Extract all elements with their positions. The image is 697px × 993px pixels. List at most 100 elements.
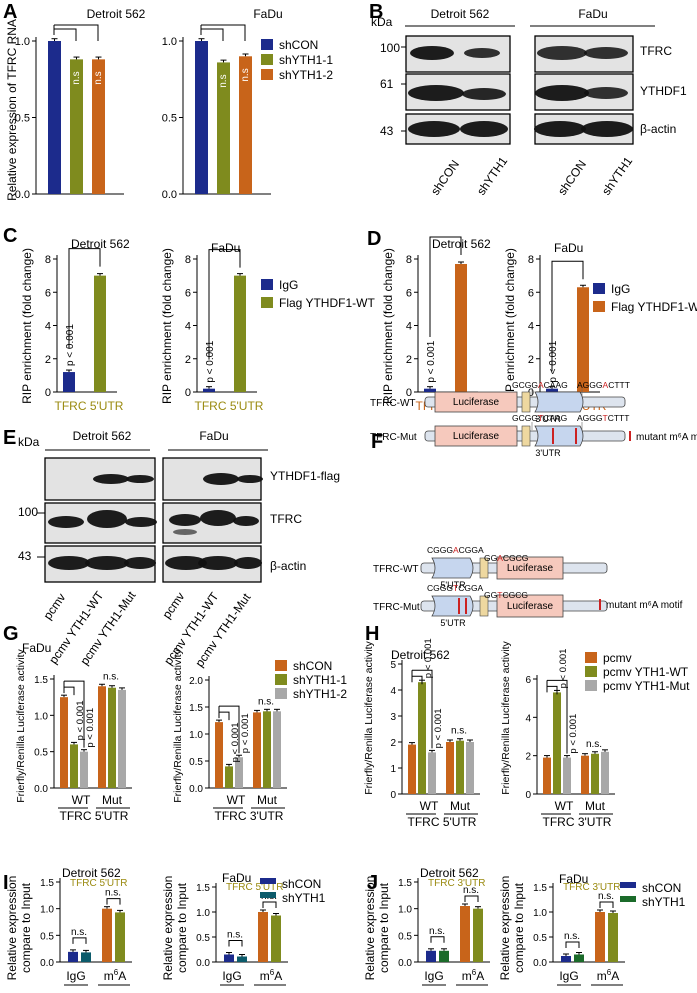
bar-G-3utr-wt-0	[215, 722, 223, 788]
panel-label-g: G	[3, 623, 19, 645]
lane-label-e-3: pcmv	[160, 590, 188, 622]
ns-label-a: n.s	[93, 71, 104, 84]
y-tick-label: 1.0	[15, 36, 30, 48]
y-tick-label: 6	[45, 287, 51, 299]
y-tick-label: 2	[45, 354, 51, 366]
pvalue-D-detroit: p < 0.001	[426, 340, 437, 382]
y-tick-label: 0.5	[398, 931, 412, 942]
bar-a-1	[70, 59, 83, 194]
y-tick-label: 1.5	[40, 878, 54, 889]
pvalue-G-3utr-1: p < 0.001	[230, 723, 241, 763]
bracket-J-detroit-m6a	[464, 895, 479, 902]
bar-J-fadu-m6a-1	[608, 913, 618, 962]
bar-I-detroit-m6a-0	[102, 908, 112, 962]
ns-label-I-fadu-igg: n.s.	[227, 930, 243, 941]
pvalue-C-detroit: p < 0.001	[65, 324, 76, 366]
utr-marker	[479, 557, 489, 579]
blot-e-flag-detroit-band-0	[93, 474, 129, 484]
seq-top-wt-2: AGGGACTTT	[577, 380, 630, 390]
bar-H-3utr-wt-0	[543, 757, 551, 794]
footer-G-3utr: TFRC 3'UTR	[215, 809, 284, 823]
bracket-I-detroit-igg	[72, 937, 87, 944]
lane-label-b-2: shCON	[555, 157, 589, 197]
blot-e-tfrc-fadu-band-3	[173, 529, 197, 535]
y-tick-label: 0.0	[162, 189, 177, 201]
bar-G-5utr-wt-2	[80, 751, 88, 788]
bar-a-0	[48, 41, 61, 194]
legend-g-swatch-1	[275, 674, 287, 685]
legend-rip-c-swatch-1	[261, 297, 273, 308]
panel-label-a: A	[3, 1, 18, 23]
ylabel-J-detroit-1: Relative expression	[363, 876, 377, 981]
bar-G-5utr-mut-1	[108, 687, 116, 788]
legend-h-swatch-1	[585, 666, 597, 677]
y-tick-label: 1.5	[398, 878, 412, 889]
blot-b-ythdf1-fadu-band-1	[584, 87, 628, 99]
bracket-J-fadu-igg	[565, 941, 580, 948]
bar-G-3utr-wt-2	[235, 757, 243, 788]
panel-label-f: F	[371, 431, 384, 453]
bracket-I-fadu-igg	[228, 940, 243, 947]
bracket-G-3utr-1	[218, 711, 230, 721]
lane-label-b-1: shYTH1	[474, 154, 511, 198]
bar-H-5utr-wt-0	[408, 744, 416, 794]
panel-label-c: C	[3, 225, 18, 247]
bar-H-3utr-wt-1	[553, 692, 561, 794]
legend-a-label-2: shYTH1-2	[279, 68, 333, 82]
utr-label: 5'UTR	[440, 618, 466, 628]
blot-e-actin-detroit-band-2	[124, 557, 156, 569]
blot-b-tfrc-fadu-band-0	[537, 46, 587, 60]
blot-b-tfrc-detroit-band-1	[464, 48, 500, 58]
y-tick-label: 2	[390, 738, 396, 749]
ylabel-C-detroit: RIP enrichment (fold change)	[20, 248, 34, 404]
ylabel-a-detroit: Relative expression of TFRC RNA	[5, 19, 19, 201]
blot-e-actin-detroit-band-1	[85, 556, 129, 570]
blot-b-tfrc-fadu-band-1	[584, 47, 628, 59]
group-label-mut: Mut	[585, 799, 606, 813]
bracket-H-3utr-2	[547, 679, 568, 754]
blot-e-actin-detroit-band-0	[48, 556, 90, 570]
ns-label-H-5utr: n.s.	[451, 726, 467, 737]
y-tick-label: 3	[390, 712, 396, 723]
y-tick-label: 0.5	[196, 933, 210, 944]
panel-label-j: J	[367, 872, 379, 894]
luciferase-label: Luciferase	[453, 431, 500, 442]
ylabel-H-3utr: Frierfly/Renilla Luciferase activity	[500, 641, 512, 795]
bar-G-3utr-wt-1	[225, 766, 233, 788]
bar-G-5utr-wt-1	[70, 744, 78, 788]
blot-e-tfrc-detroit-band-2	[125, 517, 157, 527]
bar-J-fadu-igg-1	[574, 954, 584, 962]
blot-e-tfrc-fadu-band-1	[200, 510, 236, 526]
legend-rip-d-label-0: IgG	[611, 282, 630, 296]
construct-label: TFRC-Mut	[373, 602, 420, 613]
y-tick-label: 8	[528, 254, 534, 266]
y-tick-label: 1.0	[162, 36, 177, 48]
bracket-G-3utr-2	[219, 705, 240, 754]
legend-h-swatch-2	[585, 680, 597, 691]
ns-label-J-detroit-igg: n.s.	[429, 926, 445, 937]
construct-label: TFRC-WT	[373, 564, 419, 575]
chart-title-D-fadu: FaDu	[554, 241, 583, 255]
pvalue-H-5utr-2: p < 0.001	[433, 709, 444, 749]
utr-shape	[431, 595, 474, 617]
bar-C-detroit-0	[63, 372, 75, 392]
y-tick-label: 0.5	[189, 757, 203, 768]
y-tick-label: 6	[185, 287, 191, 299]
chart-title-I-fadu: FaDu	[222, 871, 251, 885]
bar-H-5utr-wt-1	[418, 682, 426, 794]
bracket-D-detroit	[429, 236, 462, 337]
bracket-a-0-1	[53, 28, 77, 41]
bracket-a-1-2	[201, 24, 246, 41]
bar-J-detroit-m6a-1	[473, 908, 483, 962]
chart-title-I-detroit: Detroit 562	[62, 866, 121, 880]
x-label-m6a: m6A	[260, 968, 282, 983]
y-tick-label: 0	[525, 790, 531, 801]
bar-I-fadu-m6a-0	[258, 912, 268, 962]
y-tick-label: 1.0	[40, 905, 54, 916]
construct-label: TFRC-WT	[370, 398, 416, 409]
seq-bot-wt-2: GGACGCG	[484, 553, 528, 563]
chart-title-J-detroit: Detroit 562	[420, 866, 479, 880]
y-tick-label: 4	[185, 321, 191, 333]
bar-H-5utr-mut-1	[456, 740, 464, 794]
